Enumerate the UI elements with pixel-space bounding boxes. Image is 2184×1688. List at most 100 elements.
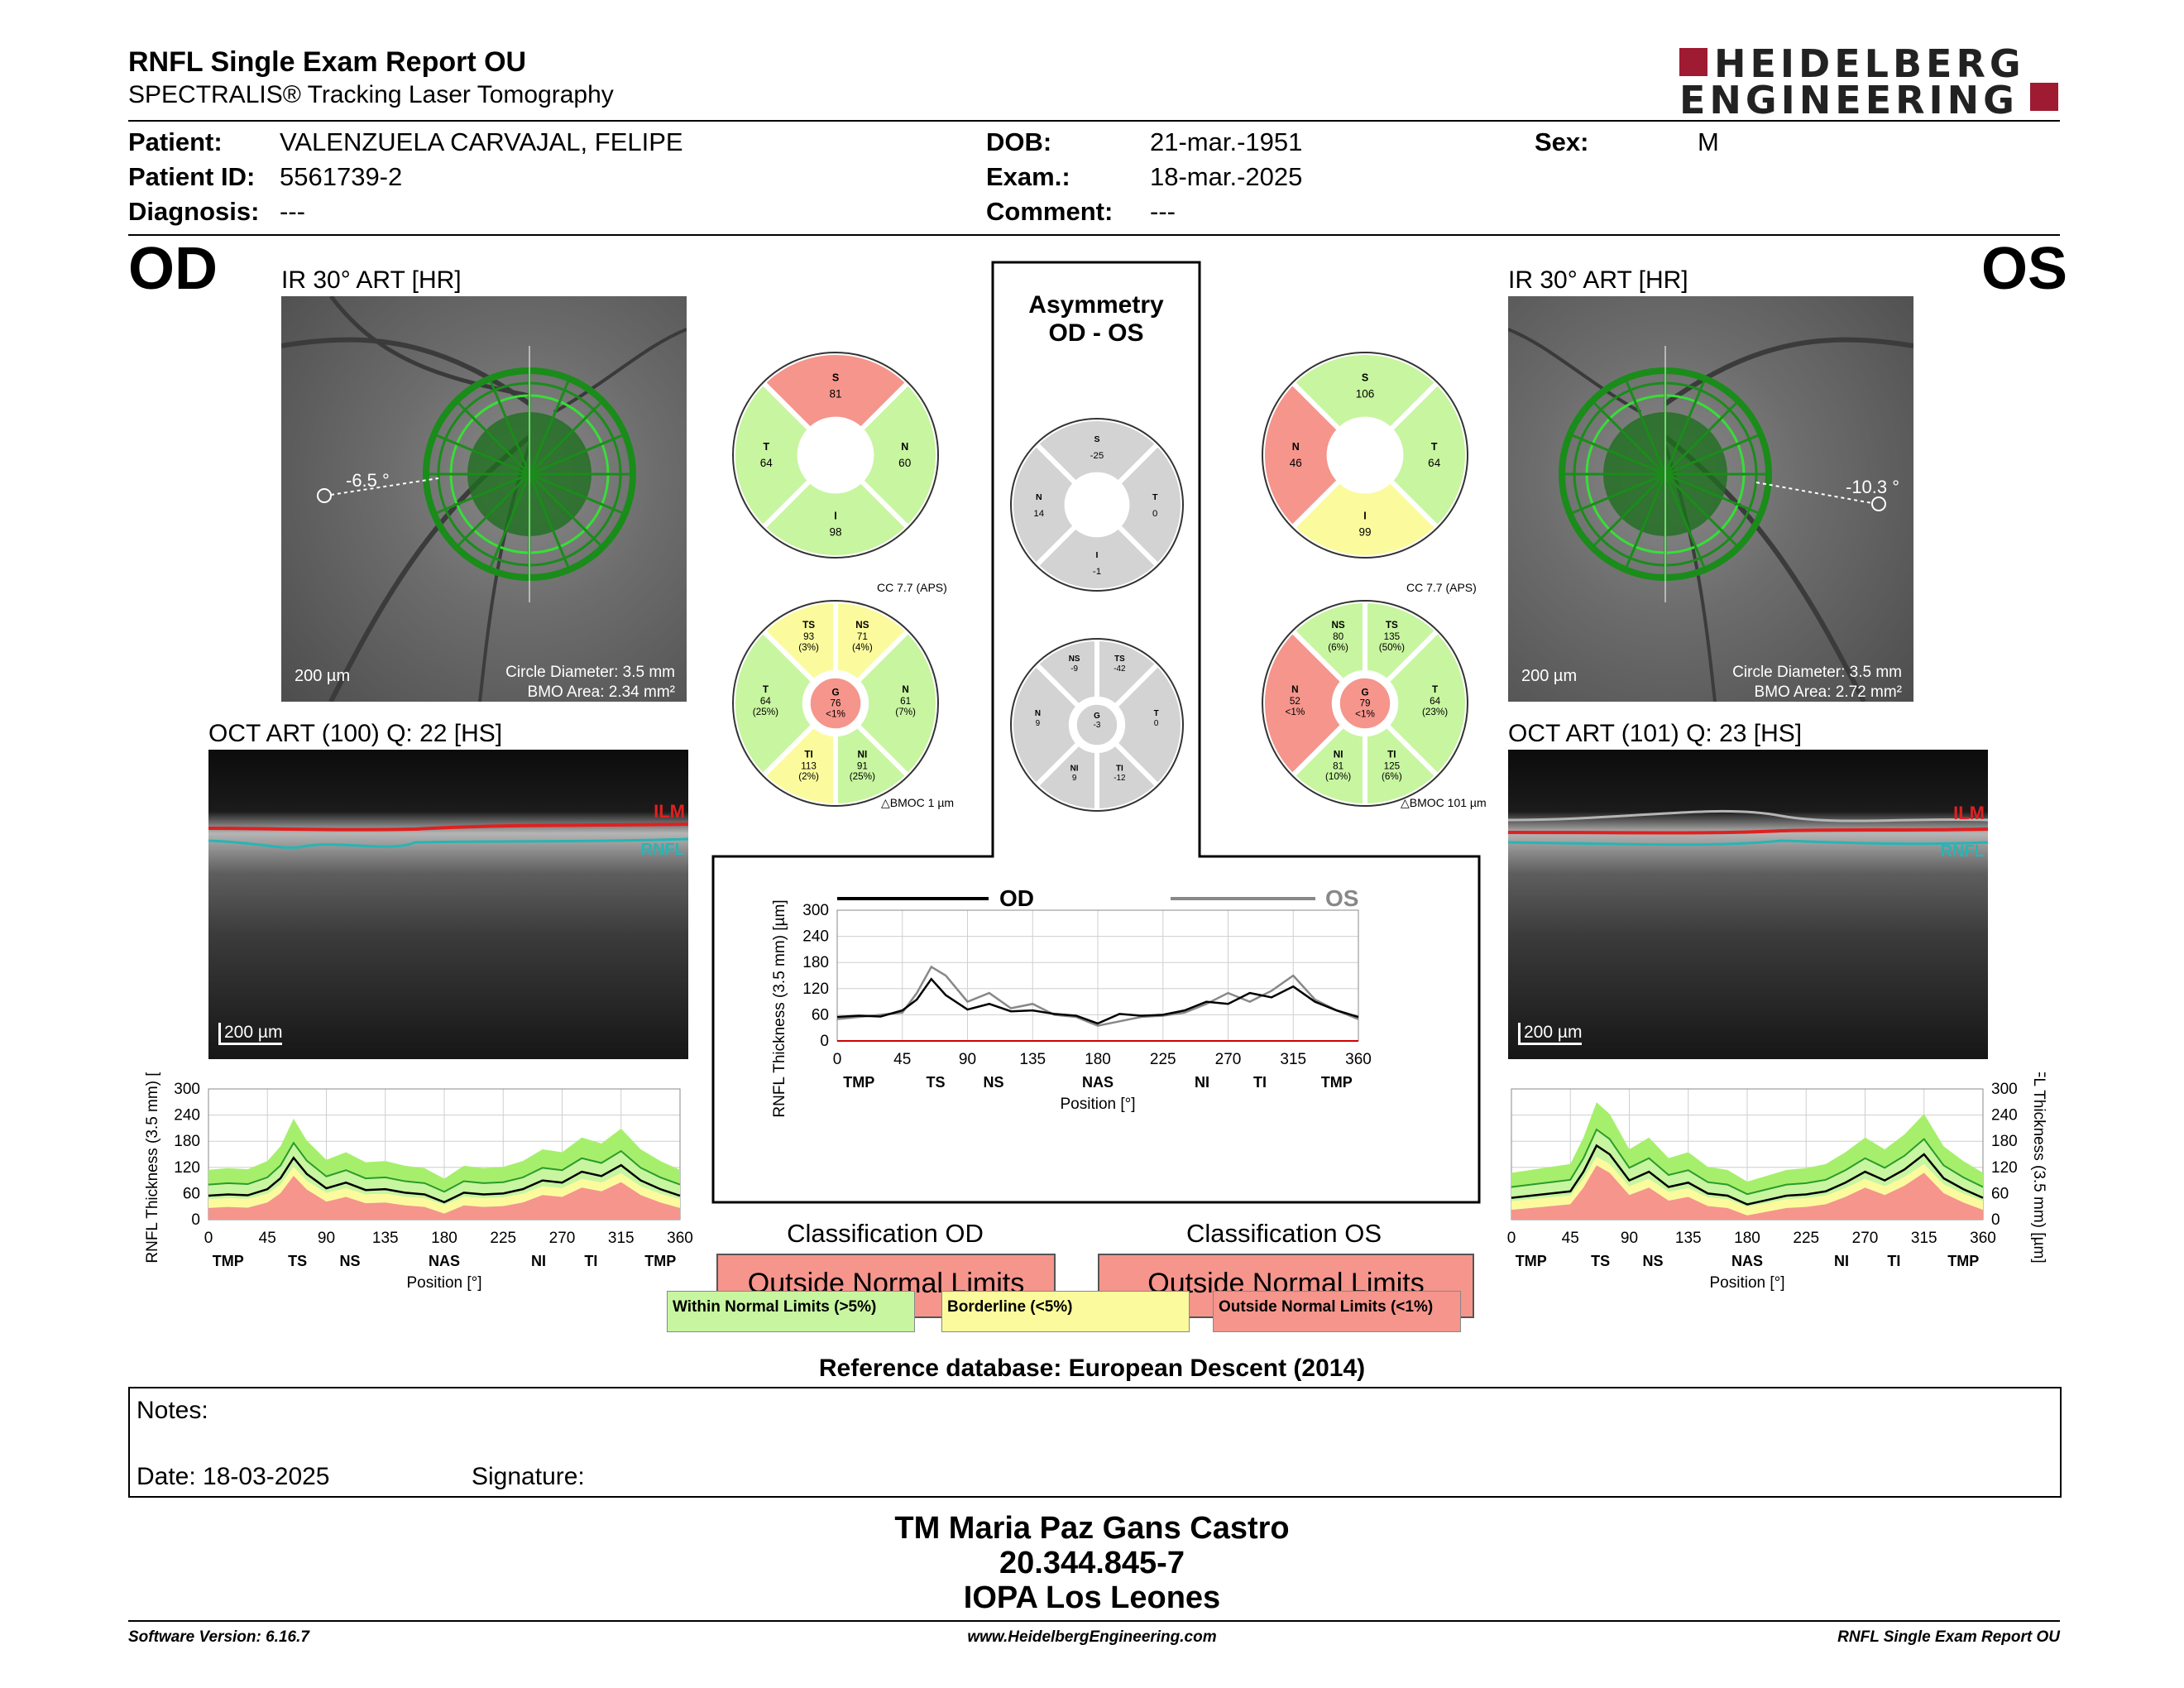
asym-6-sector-ns-label: NS (1069, 655, 1080, 664)
od-circle-diameter: Circle Diameter: 3.5 mm (505, 664, 675, 681)
os-6-sector-t-value: 64 (1430, 696, 1441, 707)
os-6-sector-ts-label: TS (1386, 620, 1398, 631)
os-6-sector-ns-label: NS (1332, 620, 1345, 631)
diagnosis-label: Diagnosis: (128, 197, 260, 226)
website-link[interactable]: www.HeidelbergEngineering.com (967, 1628, 1217, 1646)
os-6-sector-ns-percent: (6%) (1328, 642, 1348, 653)
report-subtitle: SPECTRALIS® Tracking Laser Tomography (128, 81, 614, 108)
dob-label: DOB: (986, 127, 1052, 156)
os-6-sector-ti-percent: (6%) (1382, 771, 1402, 782)
os-bmoc-label: △BMOC 101 µm (1401, 796, 1487, 809)
asym-4-sector-i-value: -1 (1093, 567, 1101, 577)
sector-tick-ni: NI (1834, 1253, 1849, 1269)
os-6-sector-g-value: 79 (1359, 698, 1370, 709)
os-6-sector-ni-percent: (10%) (1325, 771, 1351, 782)
sex-value: M (1698, 127, 1719, 156)
od-sector-diagram-6: TS93(3%)NS71(4%)T64(25%)TI113(2%)NI91(25… (730, 597, 941, 809)
xtick-0: 0 (204, 1230, 213, 1247)
ytick-240: 240 (1991, 1107, 2018, 1125)
od-4-sector-i-value: 98 (829, 526, 841, 539)
comment-value: --- (1150, 197, 1176, 226)
os-6-sector-n-value: 52 (1290, 696, 1300, 707)
asym-6-sector-n-label: N (1035, 709, 1041, 718)
od-6-sector-ns-label: NS (855, 620, 869, 631)
xtick-360: 360 (1970, 1230, 1996, 1247)
os-oct-bscan-image: ILM RNFL 200 µm (1508, 750, 1988, 1059)
classification-od-title: Classification OD (787, 1219, 984, 1248)
xtick-135: 135 (1675, 1230, 1702, 1247)
sector-tick-nas: NAS (1082, 1074, 1114, 1091)
comment-label: Comment: (986, 197, 1114, 226)
os-4-sector-s-label: S (1362, 372, 1368, 383)
xtick-45: 45 (1562, 1230, 1579, 1247)
od-6-sector-n-percent: (7%) (895, 707, 916, 717)
xtick-135: 135 (1019, 1051, 1046, 1068)
xtick-180: 180 (1734, 1230, 1760, 1247)
xtick-270: 270 (1215, 1051, 1242, 1068)
sector-tick-ni: NI (531, 1253, 546, 1269)
os-4-sector-i-value: 99 (1358, 526, 1371, 539)
patient-id-label: Patient ID: (128, 162, 256, 191)
os-4-sector-t-value: 64 (1428, 457, 1441, 469)
operator-id: 20.344.845-7 (999, 1546, 1185, 1580)
asym-6-sector-ts-value: -42 (1114, 664, 1125, 674)
y-axis-label: RNFL Thickness (3.5 mm) [µm] (144, 1072, 161, 1264)
os-eye-label: OS (1981, 236, 2068, 302)
borderline-band (1511, 1156, 1983, 1216)
asym-4-sector-t-label: T (1152, 492, 1158, 502)
notes-label: Notes: (136, 1397, 208, 1424)
legend-borderline: Borderline (<5%) (941, 1291, 1190, 1332)
od-6-sector-ns-percent: (4%) (852, 642, 873, 653)
ou-comparison-chart: 0 60 120 180 240 300 0 45 90 135 180 225 270 315 360 TM… (771, 885, 1372, 1118)
os-sector-diagram-6: NS80(6%)TS135(50%)N52<1%NI81(10%)TI125(6… (1260, 597, 1470, 809)
od-4-sector-s-label: S (832, 372, 839, 383)
ytick-0: 0 (820, 1033, 829, 1050)
sector-tick-tmp: TMP (644, 1253, 676, 1269)
asym-6-sector-t-value: 0 (1154, 719, 1159, 728)
os-fundus-overlay (1508, 328, 1913, 702)
os-6-sector-t-percent: (23%) (1422, 707, 1448, 717)
footer-divider (128, 1620, 2060, 1622)
sector-tick-nas: NAS (1731, 1253, 1763, 1269)
patient-divider (128, 234, 2060, 236)
os-6-sector-ti-label: TI (1387, 749, 1396, 760)
asym-6-sector-n-value: 9 (1036, 719, 1041, 728)
y-axis-label: RNFL Thickness (3.5 mm) [µm] (2030, 1072, 2048, 1264)
asym-6-sector-ni-value: 9 (1072, 774, 1077, 783)
logo-square-top (1679, 48, 1707, 76)
xtick-360: 360 (1345, 1051, 1372, 1068)
patient-id: 5561739-2 (280, 162, 403, 191)
od-4-sector-n-value: 60 (898, 457, 911, 469)
os-6-sector-n-percent: <1% (1286, 707, 1305, 717)
report-title: RNFL Single Exam Report OU (128, 46, 527, 78)
od-6-sector-g-value: 76 (830, 698, 841, 709)
xtick-0: 0 (833, 1051, 842, 1068)
os-bmoc-value: BMOC 101 µm (1409, 796, 1487, 809)
od-6-sector-ti-value: 113 (801, 760, 817, 771)
os-6-sector-t-label: T (1432, 684, 1439, 695)
od-6-sector-ti-label: TI (804, 749, 812, 760)
os-6-sector-g-label: G (1361, 688, 1368, 698)
operator-name: TM Maria Paz Gans Castro (894, 1511, 1290, 1546)
signature-label: Signature: (472, 1463, 585, 1490)
xtick-315: 315 (1911, 1230, 1937, 1247)
od-6-sector-ts-label: TS (802, 620, 815, 631)
os-oct-scale: 200 µm (1518, 1023, 1583, 1045)
asym-6-sector-ts-label: TS (1114, 655, 1125, 664)
od-fundus-overlay (281, 296, 687, 702)
xtick-225: 225 (490, 1230, 516, 1247)
ytick-120: 120 (1991, 1159, 2018, 1177)
os-6-sector-ti-value: 125 (1384, 760, 1401, 771)
od-6-sector-n-value: 61 (900, 696, 911, 707)
xtick-225: 225 (1150, 1051, 1176, 1068)
od-6-sector-ni-percent: (25%) (850, 771, 875, 782)
os-6-sector-g-percent: <1% (1355, 708, 1375, 719)
od-oct-title: OCT ART (100) Q: 22 [HS] (208, 720, 503, 747)
asym-6-sector-ti-value: -12 (1114, 774, 1125, 783)
os-oct-title: OCT ART (101) Q: 23 [HS] (1508, 720, 1803, 747)
os-rnfl-label: RNFL (1940, 842, 1985, 861)
od-oct-bscan-image: ILM RNFL 200 µm (208, 750, 688, 1059)
sector-tick-ts: TS (1591, 1253, 1610, 1269)
os-4-sector-i-label: I (1363, 511, 1366, 522)
asymmetry-frame (711, 261, 1481, 1204)
